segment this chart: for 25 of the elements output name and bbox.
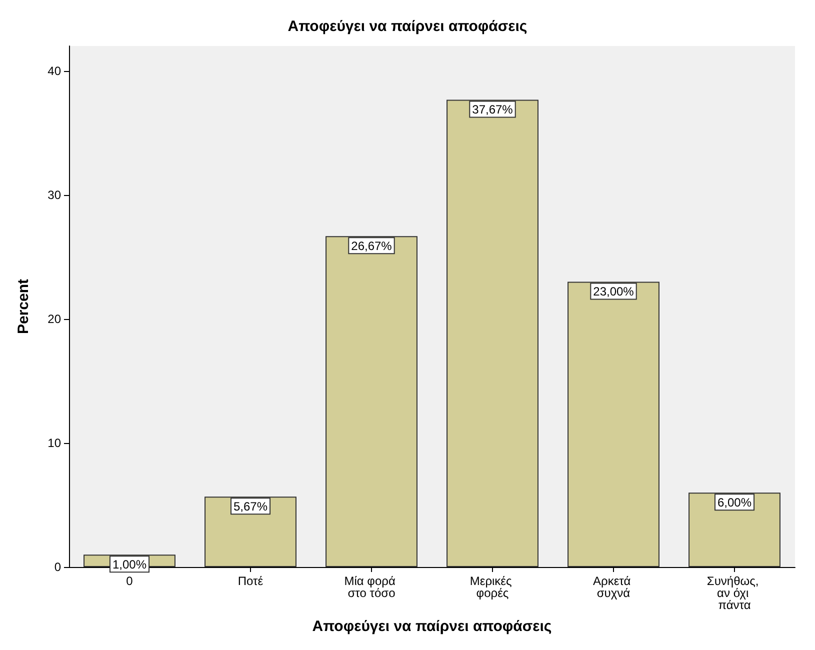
y-tick-label: 40 [48, 64, 62, 78]
data-label: 37,67% [472, 102, 514, 117]
bar [446, 100, 538, 567]
bar [204, 496, 296, 567]
y-tick-label: 20 [48, 312, 62, 326]
data-label: 1,00% [112, 558, 147, 572]
chart-title: Αποφεύγει να παίρνει αποφάσεις [288, 18, 528, 35]
x-tick-label: Μία φορά στο τόσο [344, 574, 399, 600]
y-tick-label: 10 [48, 436, 62, 450]
y-axis-title: Percent [15, 278, 32, 334]
bar [326, 236, 418, 567]
data-label: 6,00% [717, 496, 752, 510]
data-label: 23,00% [593, 284, 634, 299]
bar [568, 282, 660, 567]
x-axis-title: Αποφεύγει να παίρνει αποφάσεις [312, 618, 552, 635]
x-tick-label: Συνήθως, αν όχι πάντα [706, 574, 762, 612]
data-label: 26,67% [351, 239, 392, 254]
x-tick-label: 0 [126, 574, 134, 588]
data-label: 5,67% [233, 500, 268, 514]
bar [688, 492, 780, 567]
x-tick-label: Μερικές φορές [470, 574, 516, 600]
y-tick-label: 30 [48, 188, 62, 202]
x-tick-label: Ποτέ [238, 574, 264, 588]
y-tick-label: 0 [54, 560, 62, 574]
x-tick-label: Αρκετά συχνά [592, 574, 634, 600]
